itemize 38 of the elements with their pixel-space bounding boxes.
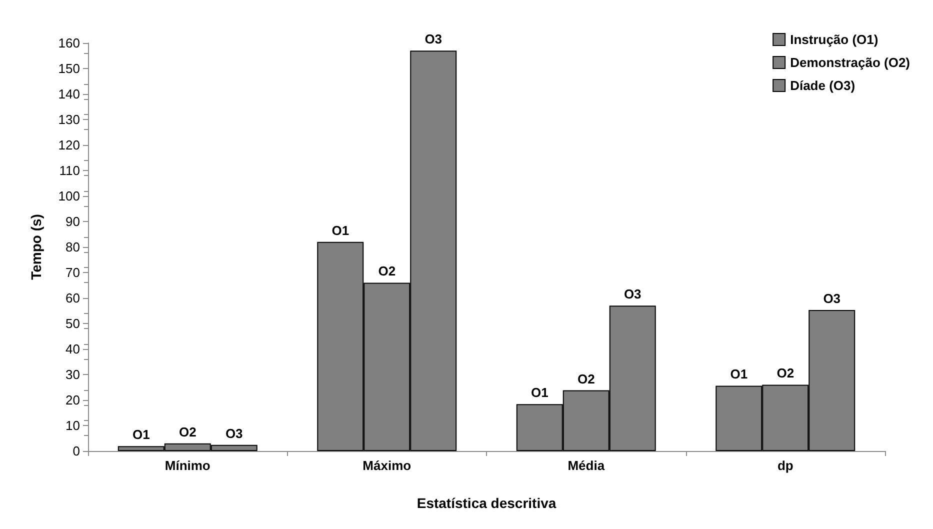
legend-label: Díade (O3): [790, 78, 856, 93]
x-axis-title: Estatística descritiva: [416, 495, 556, 511]
y-tick-label: 140: [58, 86, 80, 102]
data-label: O1: [530, 385, 548, 400]
x-tick-label: Mínimo: [164, 458, 210, 473]
data-label: O3: [823, 290, 841, 306]
data-label: O3: [624, 286, 642, 302]
y-tick-label: 90: [66, 214, 80, 229]
legend-label: Demonstração (O2): [790, 55, 910, 70]
y-tick-label: 60: [66, 290, 80, 306]
y-tick-label: 100: [58, 188, 80, 204]
y-tick-label: 0: [72, 444, 80, 458]
y-tick-label: 110: [59, 163, 80, 178]
x-tick-label: Máximo: [362, 458, 412, 473]
x-tick-label: dp: [777, 458, 794, 473]
y-tick-label: 30: [66, 367, 80, 382]
x-tick-label: Média: [568, 458, 606, 473]
data-label: O2: [378, 264, 396, 279]
data-label: O2: [577, 371, 595, 386]
data-label: O1: [730, 366, 748, 382]
data-label: O3: [225, 426, 243, 441]
y-tick-label: 50: [66, 316, 80, 331]
data-label: O1: [332, 222, 350, 238]
y-tick-label: 150: [58, 61, 80, 76]
data-label: O2: [776, 366, 794, 381]
y-tick-label: 40: [66, 342, 80, 356]
data-label: O3: [424, 32, 442, 47]
y-tick-label: 80: [66, 240, 80, 254]
data-label: O1: [132, 427, 150, 442]
y-tick-label: 160: [58, 36, 80, 50]
y-tick-label: 20: [66, 392, 80, 408]
data-label: O2: [178, 424, 196, 440]
y-axis-title: Tempo (s): [28, 214, 44, 280]
y-tick-label: 10: [66, 418, 80, 433]
legend-label: Instrução (O1): [790, 32, 878, 47]
y-tick-label: 70: [66, 265, 80, 280]
y-tick-label: 120: [58, 138, 80, 152]
y-tick-label: 130: [58, 112, 80, 127]
